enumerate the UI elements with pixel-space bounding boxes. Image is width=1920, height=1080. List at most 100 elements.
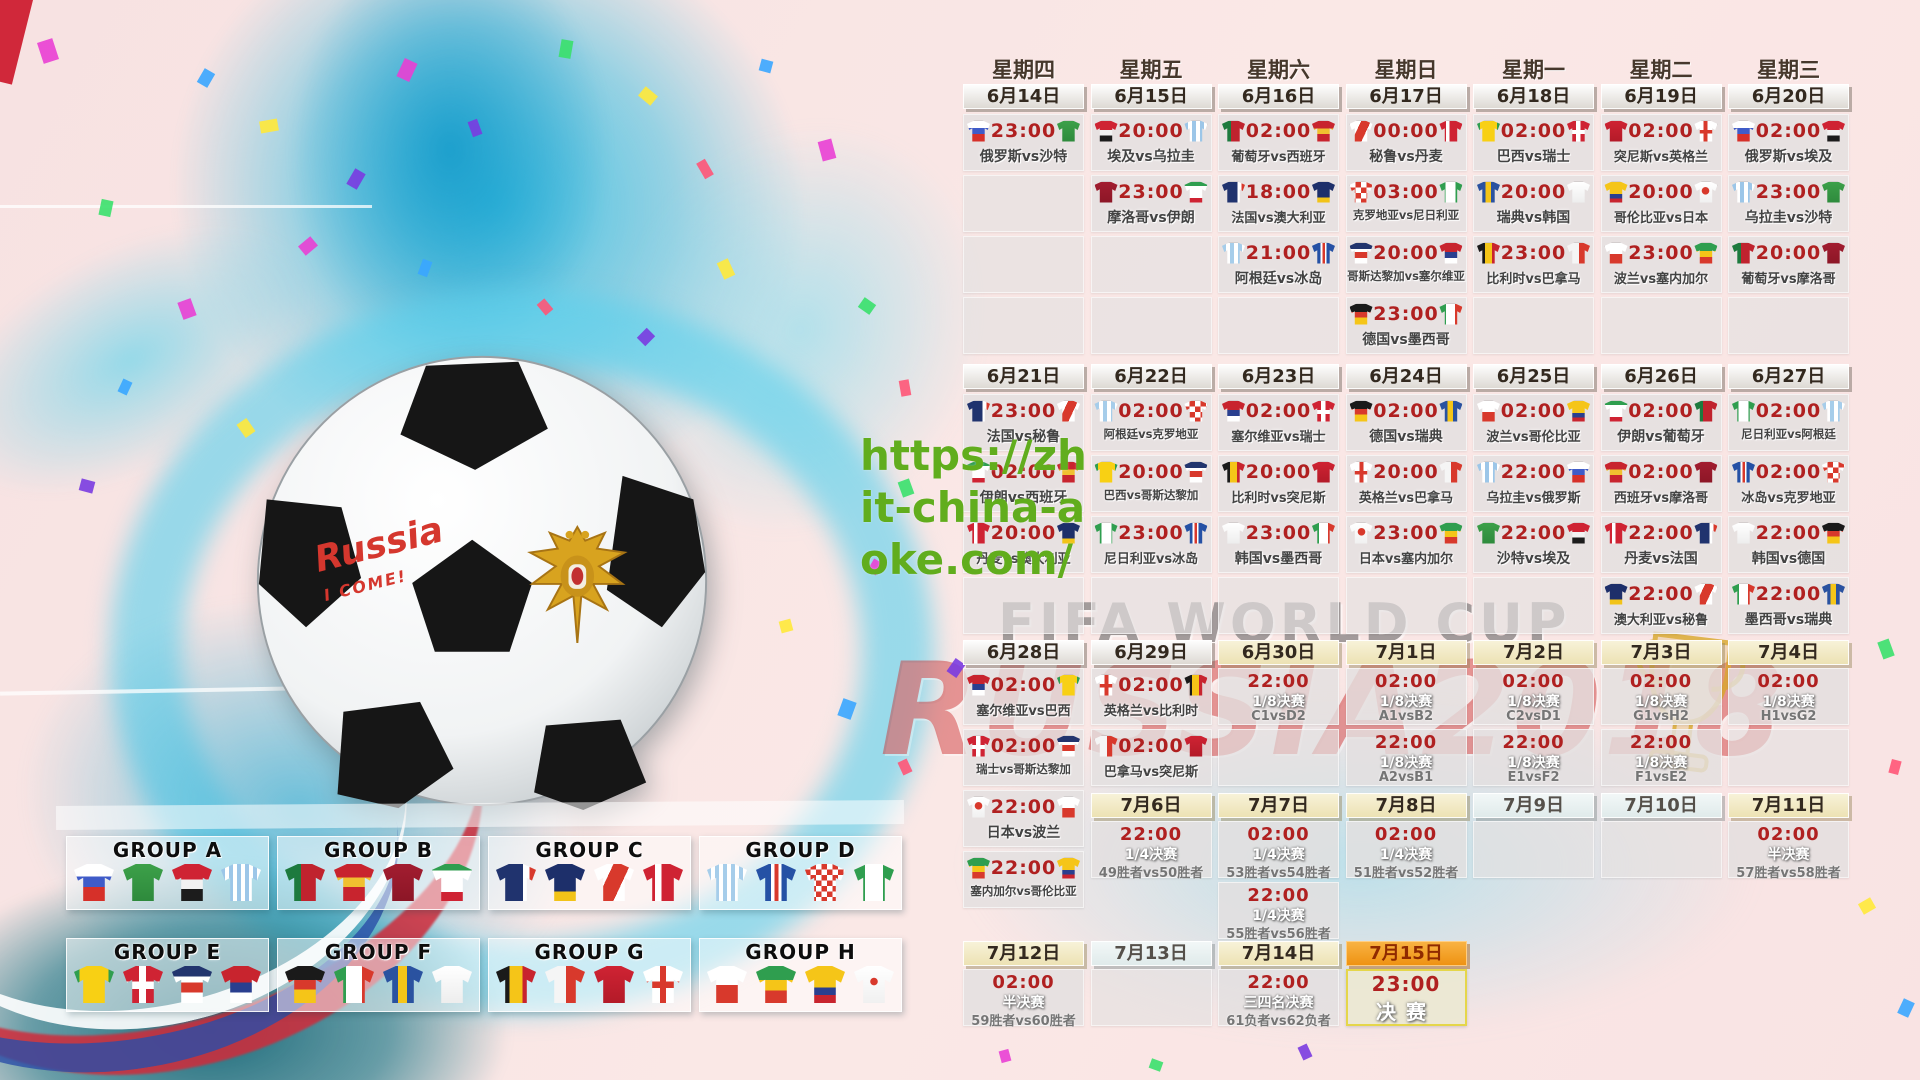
confetti-piece	[98, 198, 114, 218]
knockout-teams: 53胜者vs54胜者	[1226, 866, 1331, 881]
match-name: 巴拿马vs突尼斯	[1103, 765, 1199, 780]
knockout-time: 22:00	[1247, 972, 1310, 993]
knockout-cell: 02:00 半决赛 57胜者vs58胜者	[1728, 821, 1849, 881]
match-top-row: 02:00	[1473, 114, 1594, 145]
team-jersey-icon	[1056, 735, 1080, 757]
team-jersey-icon	[1566, 461, 1590, 483]
team-jersey-icon	[1732, 120, 1755, 142]
team-jersey-icon	[1477, 181, 1500, 203]
date-header: 7月10日	[1600, 793, 1722, 818]
team-jersey-icon	[1056, 522, 1080, 544]
match-top-row: 20:00	[1091, 114, 1212, 145]
team-jersey-icon	[1439, 242, 1463, 264]
team-jersey-icon	[496, 864, 536, 901]
match-name: 哥斯达黎加vs塞尔维亚	[1347, 269, 1465, 283]
team-jersey-icon	[1094, 400, 1118, 422]
team-jersey-icon	[1732, 242, 1755, 264]
match-top-row: 20:00	[1346, 455, 1467, 486]
knockout-cell: 02:00 1/4决赛 53胜者vs54胜者	[1218, 821, 1339, 881]
date-header: 6月30日	[1218, 640, 1339, 665]
knockout-cell: 22:00 1/8决赛 F1vsE2	[1600, 729, 1722, 786]
team-jersey-icon	[1694, 242, 1718, 264]
match-cell: 20:00 比利时vs突尼斯	[1218, 455, 1339, 512]
match-cell: 20:00 葡萄牙vs摩洛哥	[1728, 236, 1849, 293]
team-jersey-icon	[1184, 674, 1208, 696]
match-name: 伊朗vs葡萄牙	[1617, 429, 1705, 445]
match-cell: 20:00 巴西vs哥斯达黎加	[1090, 455, 1212, 512]
team-jersey-icon	[1604, 242, 1628, 264]
knockout-time: 22:00	[1374, 732, 1438, 753]
confetti-piece	[536, 298, 554, 316]
match-name: 哥伦比亚vs日本	[1613, 211, 1709, 226]
match-cell: 23:00 日本vs塞内加尔	[1345, 516, 1467, 573]
knockout-time: 22:00	[1629, 732, 1693, 753]
team-jersey-icon	[1604, 400, 1628, 422]
match-top-row: 02:00	[1091, 668, 1212, 699]
knockout-teams: G1vsH2	[1633, 709, 1689, 724]
date-header: 6月23日	[1218, 364, 1339, 389]
confetti-piece	[467, 118, 483, 138]
empty-slot	[1090, 297, 1212, 354]
team-jersey-icon	[643, 966, 683, 1003]
match-name: 葡萄牙vs西班牙	[1231, 150, 1326, 165]
match-name: 尼日利亚vs阿根廷	[1741, 427, 1836, 441]
match-cell: 22:00 日本vs波兰	[963, 790, 1084, 847]
team-jersey-icon	[1056, 796, 1080, 818]
match-cell: 03:00 克罗地亚vs尼日利亚	[1345, 175, 1467, 232]
match-cell: 22:00 墨西哥vs瑞典	[1728, 577, 1849, 634]
group-jerseys	[488, 966, 691, 1003]
match-top-row: 02:00	[963, 729, 1084, 760]
match-cell: 23:00 乌拉圭vs沙特	[1728, 175, 1849, 232]
group-jerseys	[66, 966, 269, 1003]
confetti-piece	[636, 327, 656, 347]
team-jersey-icon	[1349, 522, 1373, 544]
team-jersey-icon	[1222, 242, 1245, 264]
team-jersey-icon	[1821, 181, 1845, 203]
match-cell: 23:00 摩洛哥vs伊朗	[1090, 175, 1212, 232]
confetti-piece	[177, 298, 197, 320]
knockout-time: 02:00	[1502, 671, 1565, 692]
match-top-row: 21:00	[1218, 236, 1339, 267]
team-jersey-icon	[594, 966, 634, 1003]
confetti-piece	[1297, 1043, 1313, 1061]
date-header: 7月15日	[1345, 941, 1467, 966]
white-streak-line	[0, 205, 372, 208]
match-cell: 22:00 韩国vs德国	[1728, 516, 1849, 573]
match-time: 23:00	[990, 400, 1057, 422]
match-cell: 02:00 葡萄牙vs西班牙	[1218, 114, 1339, 171]
knockout-teams: A2vsB1	[1378, 770, 1434, 785]
match-top-row: 02:00	[1728, 455, 1849, 486]
match-cell: 23:00 俄罗斯vs沙特	[963, 114, 1084, 171]
team-jersey-icon	[1821, 461, 1845, 483]
match-top-row: 02:00	[1091, 729, 1212, 760]
team-jersey-icon	[1604, 181, 1628, 203]
team-jersey-icon	[1439, 181, 1463, 203]
knockout-stage: 1/8决赛	[1507, 755, 1560, 771]
group-name: GROUP F	[324, 940, 433, 964]
match-name: 韩国vs德国	[1751, 551, 1826, 567]
match-time: 02:00	[990, 735, 1057, 757]
team-jersey-icon	[1694, 120, 1718, 142]
match-top-row: 02:00	[1473, 394, 1594, 425]
empty-slot	[1600, 297, 1722, 354]
match-time: 02:00	[1118, 400, 1184, 422]
team-jersey-icon	[1094, 735, 1118, 757]
match-name: 比利时vs巴拿马	[1486, 272, 1581, 287]
knockout-cell: 02:00 1/8决赛 G1vsH2	[1600, 668, 1722, 725]
knockout-cell: 22:00 三四名决赛 61负者vs62负者	[1218, 969, 1339, 1029]
date-header: 6月17日	[1345, 84, 1467, 109]
date-header: 6月29日	[1090, 640, 1212, 665]
knockout-teams: 59胜者vs60胜者	[971, 1014, 1076, 1029]
team-jersey-icon	[432, 966, 472, 1003]
knockout-time: 02:00	[1757, 671, 1820, 692]
team-jersey-icon	[1184, 735, 1208, 757]
match-name: 埃及vs乌拉圭	[1107, 149, 1195, 165]
team-jersey-icon	[1604, 120, 1628, 142]
knockout-time: 22:00	[1502, 732, 1565, 753]
knockout-cell: 22:00 1/4决赛 49胜者vs50胜者	[1090, 821, 1212, 881]
empty-slot	[1473, 821, 1594, 878]
match-time: 02:00	[1755, 461, 1822, 483]
team-jersey-icon	[1439, 461, 1463, 483]
team-jersey-icon	[1056, 120, 1080, 142]
match-cell: 23:00 波兰vs塞内加尔	[1600, 236, 1722, 293]
